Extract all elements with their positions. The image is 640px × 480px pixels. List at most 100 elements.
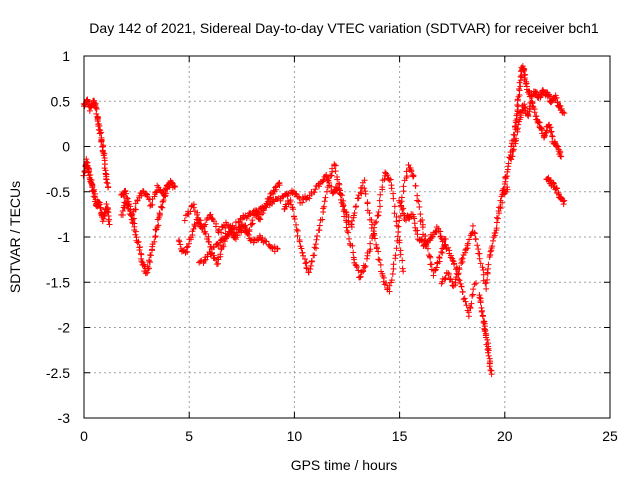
y-tick-label: 1 (62, 48, 70, 64)
data-point (217, 251, 224, 258)
data-point (123, 190, 130, 197)
data-point (419, 238, 426, 245)
data-point (240, 223, 247, 230)
data-point (490, 237, 497, 244)
data-point (389, 270, 396, 277)
data-point (337, 191, 344, 198)
data-point (379, 184, 386, 191)
data-point (561, 110, 568, 117)
data-point (456, 266, 463, 273)
data-point (477, 299, 484, 306)
data-point (184, 243, 191, 250)
series-arc-m (499, 63, 568, 194)
data-point (391, 203, 398, 210)
data-point (168, 179, 175, 186)
data-point (328, 172, 335, 179)
data-point (88, 103, 95, 110)
data-point (246, 226, 253, 233)
series-arc-n (507, 98, 565, 163)
data-point (97, 205, 104, 212)
data-point (525, 113, 532, 120)
data-point (177, 241, 184, 248)
x-tick-label: 5 (185, 428, 193, 444)
data-point (302, 260, 309, 267)
data-point (505, 160, 512, 167)
data-point (542, 130, 549, 137)
data-point (207, 250, 214, 257)
data-point (156, 211, 163, 218)
data-point (511, 132, 518, 139)
data-point (303, 259, 310, 266)
data-point (440, 236, 447, 243)
data-point (397, 251, 404, 258)
data-point (249, 217, 256, 224)
data-point (243, 215, 250, 222)
data-point (528, 98, 535, 105)
data-point (469, 222, 476, 229)
data-point (103, 200, 110, 207)
data-point (487, 251, 494, 258)
data-point (516, 87, 523, 94)
data-point (428, 261, 435, 268)
data-point (396, 217, 403, 224)
data-point (376, 256, 383, 263)
data-point (132, 206, 139, 213)
series-arc-l (476, 292, 495, 378)
data-point (80, 172, 87, 179)
data-point (515, 121, 522, 128)
data-point (190, 204, 197, 211)
data-point (353, 203, 360, 210)
data-point (160, 190, 167, 197)
data-point (469, 291, 476, 298)
data-point (377, 261, 384, 268)
data-point (136, 247, 143, 254)
data-point (142, 190, 149, 197)
data-point (467, 304, 474, 311)
data-point (345, 218, 352, 225)
data-point (274, 196, 281, 203)
data-point (558, 153, 565, 160)
data-point (290, 206, 297, 213)
data-point (558, 105, 565, 112)
data-point (373, 241, 380, 248)
data-point (366, 209, 373, 216)
data-point (476, 255, 483, 262)
data-point (466, 236, 473, 243)
data-point (192, 222, 199, 229)
data-point (191, 221, 198, 228)
data-point (398, 194, 405, 201)
data-point (484, 276, 491, 283)
data-point (388, 185, 395, 192)
data-point (555, 143, 562, 150)
data-point (299, 199, 306, 206)
data-point (416, 204, 423, 211)
data-point (394, 233, 401, 240)
data-point (377, 203, 384, 210)
data-point (323, 188, 330, 195)
data-point (497, 204, 504, 211)
data-point (208, 214, 215, 221)
data-point (375, 248, 382, 255)
data-point (517, 73, 524, 80)
data-point (323, 171, 330, 178)
data-point (350, 249, 357, 256)
data-point (484, 346, 491, 353)
data-point (390, 261, 397, 268)
data-point (484, 336, 491, 343)
data-point (93, 110, 100, 117)
data-point (218, 229, 225, 236)
data-point (382, 280, 389, 287)
grid (84, 56, 610, 418)
data-point (400, 268, 407, 275)
data-point (314, 233, 321, 240)
data-point (408, 168, 415, 175)
data-point (153, 189, 160, 196)
data-point (228, 226, 235, 233)
series-arc-a (80, 96, 112, 191)
data-point (248, 221, 255, 228)
data-point (553, 142, 560, 149)
data-point (227, 229, 234, 236)
data-point (487, 248, 494, 255)
data-point (146, 265, 153, 272)
data-point (561, 197, 568, 204)
